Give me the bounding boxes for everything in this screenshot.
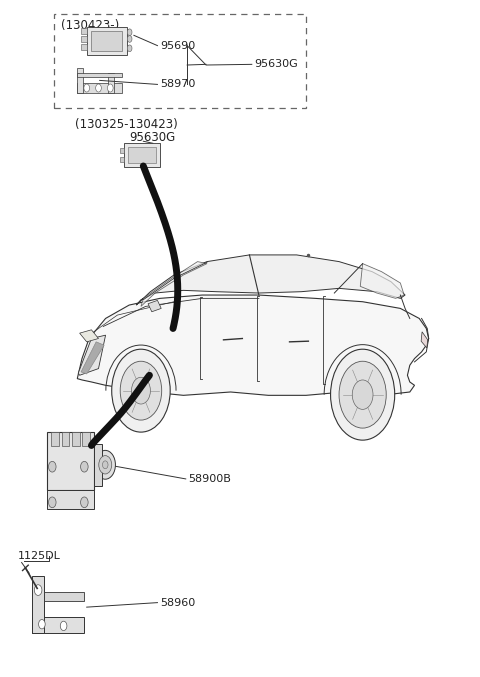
Text: 95690: 95690 <box>160 41 195 51</box>
Polygon shape <box>81 342 104 374</box>
Polygon shape <box>62 432 69 446</box>
Bar <box>120 156 124 162</box>
Bar <box>81 44 87 49</box>
Circle shape <box>81 461 88 472</box>
Text: 58970: 58970 <box>160 79 195 89</box>
Circle shape <box>127 36 132 42</box>
Polygon shape <box>77 68 83 93</box>
Polygon shape <box>91 31 122 51</box>
Circle shape <box>127 45 132 51</box>
Circle shape <box>96 84 101 92</box>
Bar <box>81 37 87 41</box>
Circle shape <box>108 84 113 92</box>
Circle shape <box>99 456 112 474</box>
Polygon shape <box>47 432 94 489</box>
Polygon shape <box>33 576 44 633</box>
Circle shape <box>60 621 67 630</box>
Polygon shape <box>77 295 429 395</box>
Circle shape <box>339 362 386 428</box>
Circle shape <box>35 585 42 596</box>
Polygon shape <box>77 83 122 93</box>
Polygon shape <box>78 335 106 375</box>
Text: 1125DL: 1125DL <box>18 551 61 561</box>
Polygon shape <box>80 330 98 342</box>
Polygon shape <box>108 72 114 93</box>
Text: 58900B: 58900B <box>188 474 231 484</box>
Text: (130325-130423): (130325-130423) <box>75 118 178 131</box>
Polygon shape <box>77 72 122 77</box>
Polygon shape <box>44 592 84 601</box>
Text: 95630G: 95630G <box>130 131 176 144</box>
Circle shape <box>103 461 108 468</box>
Polygon shape <box>83 432 90 446</box>
Polygon shape <box>141 261 207 307</box>
Circle shape <box>127 29 132 36</box>
Polygon shape <box>51 432 59 446</box>
Polygon shape <box>360 263 404 299</box>
Circle shape <box>48 461 56 472</box>
Polygon shape <box>136 255 405 305</box>
Circle shape <box>352 380 373 410</box>
Text: 95630G: 95630G <box>254 60 298 69</box>
Circle shape <box>331 349 395 440</box>
Polygon shape <box>148 301 161 311</box>
Circle shape <box>95 450 115 479</box>
Circle shape <box>112 349 170 432</box>
Polygon shape <box>72 432 80 446</box>
Bar <box>81 28 87 34</box>
Bar <box>120 148 124 153</box>
Bar <box>54 14 306 108</box>
Polygon shape <box>124 144 160 167</box>
Circle shape <box>81 497 88 508</box>
Circle shape <box>84 84 90 92</box>
Text: (130423-): (130423-) <box>61 19 119 32</box>
Polygon shape <box>94 443 102 486</box>
Polygon shape <box>47 489 94 509</box>
Polygon shape <box>421 332 428 348</box>
Circle shape <box>120 362 162 420</box>
Polygon shape <box>87 27 127 55</box>
Polygon shape <box>128 147 156 163</box>
Text: 58960: 58960 <box>160 598 195 608</box>
Circle shape <box>48 497 56 508</box>
Circle shape <box>132 377 150 404</box>
Circle shape <box>38 619 45 629</box>
Polygon shape <box>33 617 84 633</box>
